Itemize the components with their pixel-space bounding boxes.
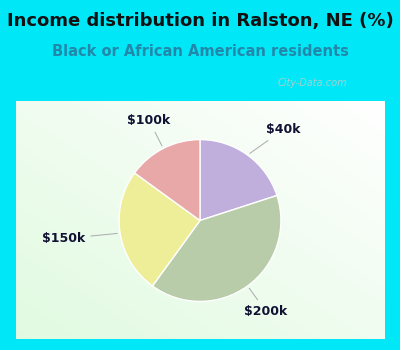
Text: $200k: $200k	[244, 288, 288, 318]
Wedge shape	[200, 140, 277, 220]
Wedge shape	[119, 173, 200, 286]
Text: Income distribution in Ralston, NE (%): Income distribution in Ralston, NE (%)	[7, 12, 393, 30]
Wedge shape	[152, 196, 281, 301]
Text: Black or African American residents: Black or African American residents	[52, 44, 348, 59]
Text: City-Data.com: City-Data.com	[278, 78, 348, 88]
Text: $100k: $100k	[127, 114, 171, 146]
Wedge shape	[134, 140, 200, 220]
Text: $40k: $40k	[250, 123, 300, 153]
Text: $150k: $150k	[42, 232, 117, 245]
